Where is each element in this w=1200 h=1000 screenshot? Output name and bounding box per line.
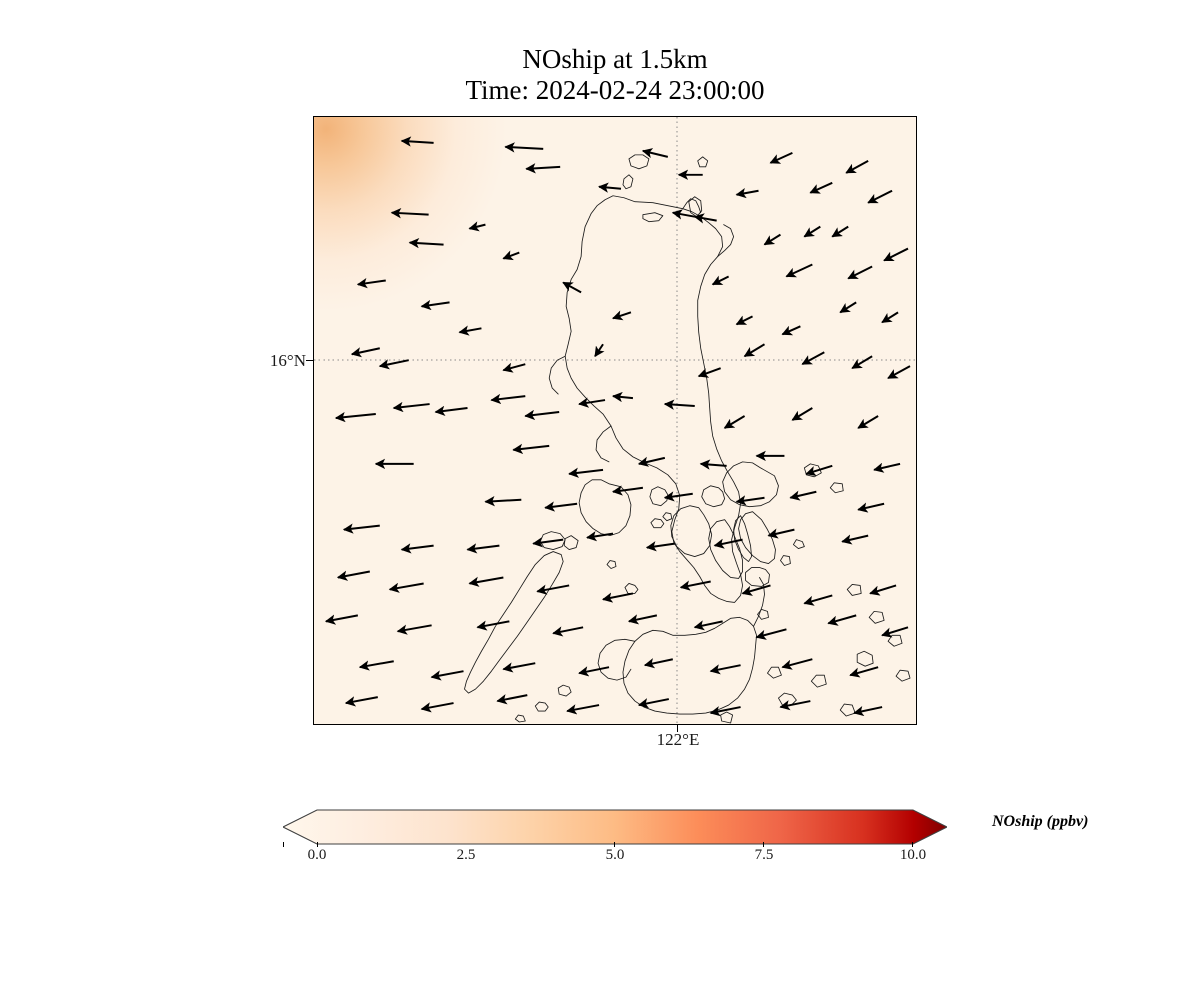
colorbar-tick-mark — [912, 842, 914, 847]
map-plot-area[interactable] — [313, 116, 917, 725]
colorbar-tick-label: 10.0 — [899, 847, 927, 863]
colorbar-tick-label: 0.0 — [307, 847, 327, 863]
x-axis-tick-label: 122°E — [656, 730, 700, 749]
colorbar-label: NOship (ppbv) — [992, 813, 1089, 830]
colorbar-tick-mark — [316, 842, 318, 847]
chart-subtitle: Time: 2024-02-24 23:00:00 — [465, 75, 765, 106]
colorbar-tick-mark — [614, 842, 616, 847]
colorbar-tick-mark — [283, 842, 285, 847]
x-tick-mark — [676, 725, 678, 732]
map-field-and-vectors — [314, 117, 916, 724]
y-axis-tick-label: 16°N — [269, 351, 306, 370]
colorbar-tick-label: 2.5 — [456, 847, 476, 863]
colorbar-tick-group: 0.0 2.5 5.0 7.5 10.0 — [283, 842, 947, 872]
y-tick-mark — [306, 359, 313, 361]
page-title: NOship at 1.5km — [522, 44, 708, 74]
colorbar-tick-label: 5.0 — [605, 847, 625, 863]
colorbar-tick-label: 7.5 — [754, 847, 774, 863]
chart-title-block: NOship at 1.5km Time: 2024-02-24 23:00:0… — [313, 44, 917, 107]
colorbar-tick-mark — [763, 842, 765, 847]
